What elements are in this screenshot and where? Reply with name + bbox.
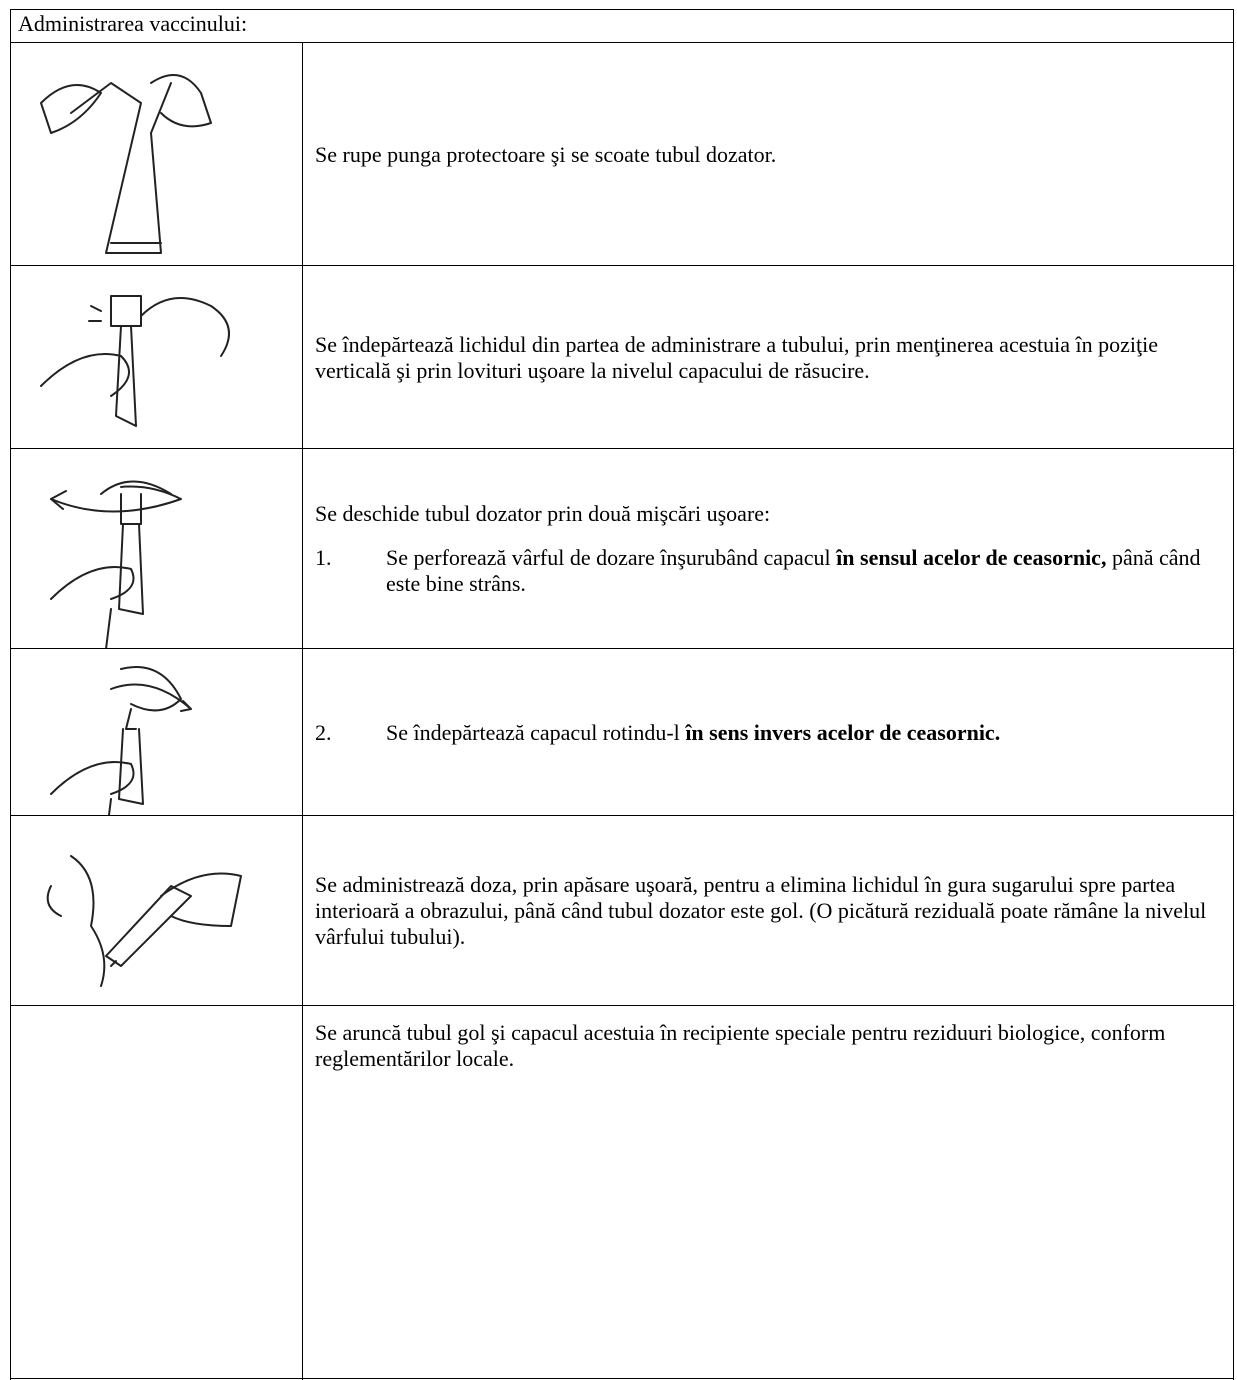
image-cell (10, 1005, 303, 1380)
step-text: Se aruncă tubul gol şi capacul acestuia … (315, 1020, 1166, 1071)
item-number: 2. (315, 719, 332, 745)
illustration (46, 855, 242, 987)
list-item: 2. Se îndepărtează capacul rotindu-l în s… (315, 720, 1221, 746)
illustration (40, 74, 212, 254)
image-cell (10, 42, 303, 266)
step-text: Se deschide tubul dozator prin două mişc… (315, 501, 771, 526)
step-text-cell: 2. Se îndepărtează capacul rotindu-l în s… (302, 648, 1234, 816)
step-text-cell: Se administrează doza, prin apăsare uşoa… (302, 815, 1234, 1006)
step-text-cell: Se rupe punga protectoare şi se scoate t… (302, 42, 1234, 266)
illustration (50, 480, 182, 650)
step-text-cell: Se aruncă tubul gol şi capacul acestuia … (302, 1005, 1234, 1380)
table-border (10, 1378, 1234, 1379)
item-bold: în sens invers acelor de ceasornic. (685, 719, 1001, 745)
illustration (50, 666, 192, 816)
step-text: Se îndepărtează lichidul din partea de a… (315, 331, 1159, 383)
list-item: 1. Se perforează vârful de dozare înşurub… (315, 545, 1221, 597)
step-text-cell: Se îndepărtează lichidul din partea de a… (302, 265, 1234, 449)
illustration (40, 295, 230, 427)
item-text: Se perforează vârful de dozare înşurubân… (386, 545, 831, 570)
table-header: Administrarea vaccinului: (10, 9, 1234, 43)
image-cell (10, 448, 303, 650)
item-bold: în sensul acelor de ceasornic, (836, 545, 1107, 570)
image-cell (10, 648, 303, 816)
step-text: Se administrează doza, prin apăsare uşoa… (315, 872, 1207, 949)
step-text-cell: Se deschide tubul dozator prin două mişc… (302, 448, 1234, 649)
image-cell (10, 265, 303, 449)
item-text: până când este bine strâns. (386, 545, 1201, 596)
step-text: Se rupe punga protectoare şi se scoate t… (315, 141, 777, 167)
item-number: 1. (315, 545, 332, 570)
image-cell (10, 815, 303, 1006)
item-text: Se îndepărtează capacul rotindu-l (386, 719, 680, 745)
